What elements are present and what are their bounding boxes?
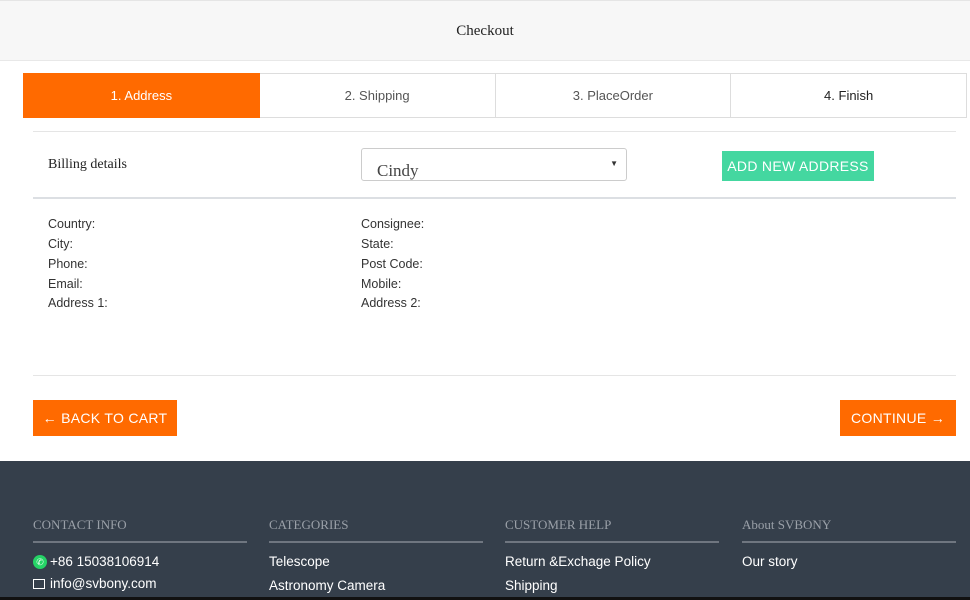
email-address: info@svbony.com bbox=[50, 576, 157, 591]
page-title: Checkout bbox=[456, 23, 514, 39]
address1-label: Address 1: bbox=[48, 296, 108, 310]
footer: CONTACT INFO ✆ +86 15038106914 info@svbon… bbox=[0, 461, 970, 600]
continue-button[interactable]: CONTINUE → bbox=[840, 400, 956, 436]
bottom-edge bbox=[0, 597, 970, 600]
divider bbox=[33, 375, 956, 376]
city-label: City: bbox=[48, 237, 73, 251]
phone-link[interactable]: ✆ +86 15038106914 bbox=[33, 554, 247, 569]
post-code-label: Post Code: bbox=[361, 257, 423, 271]
billing-details-label: Billing details bbox=[48, 157, 127, 172]
step-place-order[interactable]: 3. PlaceOrder bbox=[495, 73, 732, 118]
footer-contact-info: CONTACT INFO ✆ +86 15038106914 info@svbon… bbox=[33, 517, 247, 591]
phone-number: +86 15038106914 bbox=[50, 554, 160, 569]
phone-label: Phone: bbox=[48, 257, 88, 271]
country-label: Country: bbox=[48, 217, 96, 231]
page-header: Checkout bbox=[0, 0, 970, 61]
footer-heading: CONTACT INFO bbox=[33, 517, 247, 543]
footer-heading: CUSTOMER HELP bbox=[505, 517, 719, 543]
footer-heading: CATEGORIES bbox=[269, 517, 483, 543]
footer-customer-help: CUSTOMER HELP Return &Exchage Policy Shi… bbox=[505, 517, 719, 593]
footer-link[interactable]: Telescope bbox=[269, 554, 330, 569]
divider bbox=[33, 131, 956, 132]
mobile-label: Mobile: bbox=[361, 277, 402, 291]
footer-link[interactable]: Shipping bbox=[505, 578, 558, 593]
footer-link[interactable]: Astronomy Camera bbox=[269, 578, 386, 593]
email-link[interactable]: info@svbony.com bbox=[33, 576, 247, 591]
divider bbox=[33, 197, 956, 199]
footer-link[interactable]: Our story bbox=[742, 554, 798, 569]
whatsapp-icon: ✆ bbox=[33, 554, 47, 569]
step-address[interactable]: 1. Address bbox=[23, 73, 260, 118]
address-select[interactable]: Cindy ▼ bbox=[361, 148, 627, 181]
mail-icon bbox=[33, 578, 45, 589]
footer-about: About SVBONY Our story bbox=[742, 517, 956, 569]
address2-label: Address 2: bbox=[361, 296, 421, 310]
footer-heading: About SVBONY bbox=[742, 517, 956, 543]
step-finish[interactable]: 4. Finish bbox=[731, 73, 967, 118]
footer-categories: CATEGORIES Telescope Astronomy Camera bbox=[269, 517, 483, 593]
step-shipping[interactable]: 2. Shipping bbox=[259, 73, 496, 118]
back-to-cart-button[interactable]: ← BACK TO CART bbox=[33, 400, 177, 436]
selected-address: Cindy bbox=[377, 161, 419, 180]
consignee-label: Consignee: bbox=[361, 217, 425, 231]
caret-down-icon: ▼ bbox=[610, 159, 618, 168]
state-label: State: bbox=[361, 237, 394, 251]
email-label: Email: bbox=[48, 277, 83, 291]
checkout-steps: 1. Address 2. Shipping 3. PlaceOrder 4. … bbox=[23, 73, 967, 118]
footer-link[interactable]: Return &Exchage Policy bbox=[505, 554, 651, 569]
add-new-address-button[interactable]: ADD NEW ADDRESS bbox=[722, 151, 874, 181]
